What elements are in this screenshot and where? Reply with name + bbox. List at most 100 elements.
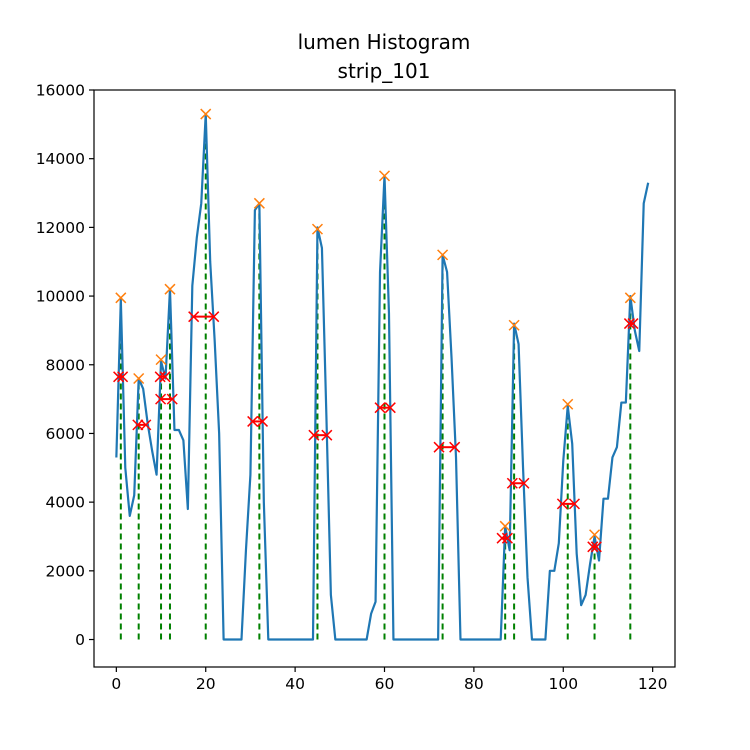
peak-marker-stroke: [164, 283, 176, 295]
half-max-marker-stroke: [188, 311, 200, 323]
y-tick-label: 6000: [46, 425, 85, 443]
half-max-marker-stroke: [433, 441, 445, 453]
peak-marker: [133, 372, 145, 385]
half-max-marker: [247, 415, 259, 427]
x-tick-label: 0: [111, 675, 121, 693]
x-tick-label: 80: [464, 675, 484, 693]
half-max-marker: [188, 311, 200, 323]
y-tick-label: 2000: [46, 562, 85, 580]
axes: 0 20 40 60 80 100 120 0 2000 4000 6000 8000 10000 120…: [36, 82, 676, 693]
half-max-marker-stroke: [627, 318, 639, 330]
peak-marker: [499, 520, 511, 532]
peak-marker-stroke: [499, 520, 511, 532]
peak-marker-stroke: [437, 249, 449, 261]
y-tick-label: 14000: [36, 150, 85, 168]
half-max-marker: [256, 415, 269, 427]
half-max-marker: [518, 477, 530, 489]
peak-marker-stroke: [562, 398, 574, 410]
half-max-marker: [166, 393, 178, 405]
x-tick-label: 20: [196, 675, 216, 693]
peak-marker-stroke: [115, 292, 127, 304]
half-max-marker-stroke: [154, 371, 166, 383]
peak-marker: [155, 354, 167, 366]
peak-marker: [378, 170, 391, 182]
chart-title: lumen Histogram: [298, 30, 471, 54]
x-tick-label: 40: [285, 675, 305, 693]
peak-marker-stroke: [200, 108, 212, 120]
half-max-marker: [140, 419, 152, 431]
half-max-marker-stroke: [623, 318, 635, 330]
half-max-marker: [384, 402, 396, 414]
plot-area: [113, 108, 650, 641]
peak-marker-stroke: [311, 223, 323, 235]
peak-marker-stroke: [378, 170, 391, 182]
half-max-marker-stroke: [590, 541, 602, 553]
half-max-marker-stroke: [117, 371, 129, 383]
peak-marker-stroke: [508, 319, 520, 331]
half-max-marker-stroke: [556, 498, 568, 510]
half-max-marker: [159, 371, 171, 383]
half-max-marker: [496, 532, 508, 544]
y-tick-label: 10000: [36, 288, 85, 306]
half-max-marker: [568, 498, 580, 510]
peak-marker: [562, 398, 574, 410]
half-max-marker-stroke: [384, 402, 396, 414]
half-max-marker: [501, 532, 513, 544]
y-tick-label: 0: [75, 631, 85, 649]
half-max-marker-stroke: [587, 541, 599, 553]
peak-marker: [253, 197, 265, 209]
half-max-marker-stroke: [155, 393, 167, 405]
half-max-marker: [132, 419, 144, 431]
peak-marker-stroke: [133, 372, 145, 385]
half-max-marker-stroke: [113, 371, 125, 383]
half-max-marker: [433, 441, 445, 453]
half-max-marker: [308, 429, 320, 441]
plot-marks: [113, 108, 650, 641]
half-max-marker-stroke: [518, 477, 530, 489]
half-max-marker-stroke: [374, 402, 386, 414]
half-max-marker-stroke: [568, 498, 580, 510]
half-max-marker-stroke: [506, 477, 518, 489]
half-max-marker-stroke: [449, 441, 461, 453]
half-max-marker: [208, 311, 220, 323]
y-tick-label: 16000: [36, 82, 85, 100]
half-max-marker: [623, 318, 635, 330]
half-max-marker: [321, 429, 333, 441]
half-max-marker-stroke: [208, 311, 220, 323]
half-max-marker-stroke: [247, 415, 259, 427]
peak-marker: [508, 319, 520, 331]
peak-marker: [115, 292, 127, 304]
peak-marker: [311, 223, 323, 235]
half-max-marker-stroke: [132, 419, 144, 431]
half-max-marker: [113, 371, 125, 383]
x-tick-label: 100: [548, 675, 578, 693]
half-max-marker-stroke: [496, 532, 508, 544]
peak-marker: [589, 529, 601, 541]
peak-marker: [200, 108, 212, 120]
half-max-marker: [590, 541, 602, 553]
series-line: [115, 112, 650, 641]
half-max-marker-stroke: [501, 532, 513, 544]
peak-marker-stroke: [155, 354, 167, 366]
y-tick-label: 12000: [36, 219, 85, 237]
half-max-marker: [627, 318, 639, 330]
half-max-marker-stroke: [308, 429, 320, 441]
peak-marker-stroke: [624, 292, 636, 304]
half-max-marker: [117, 371, 129, 383]
peak-marker: [437, 249, 449, 261]
half-max-marker: [506, 477, 518, 489]
y-tick-label: 4000: [46, 494, 85, 512]
half-max-marker-stroke: [321, 429, 333, 441]
peak-marker-stroke: [253, 197, 265, 209]
x-tick-label: 120: [638, 675, 668, 693]
peak-marker: [624, 292, 636, 304]
peak-marker: [164, 283, 176, 295]
half-max-marker: [374, 402, 386, 414]
chart-subtitle: strip_101: [338, 59, 431, 83]
half-max-marker-stroke: [166, 393, 178, 405]
y-tick-label: 8000: [46, 356, 85, 374]
half-max-marker-stroke: [140, 419, 152, 431]
